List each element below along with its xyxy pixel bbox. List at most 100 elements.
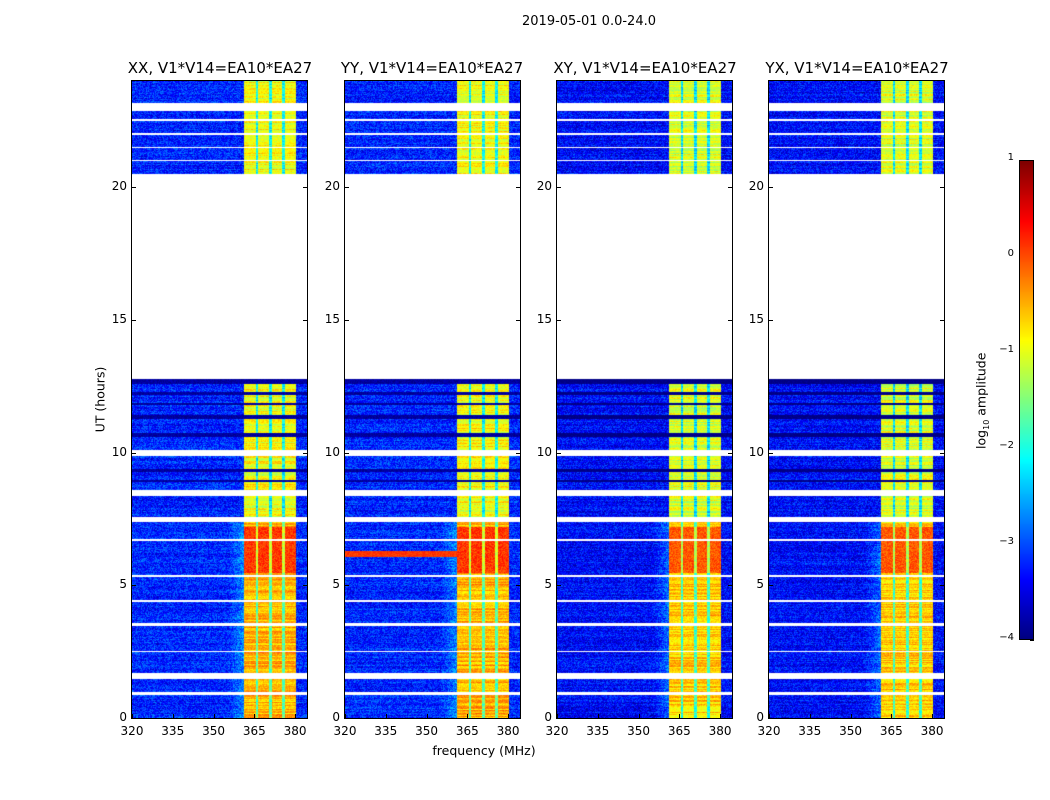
heatmap-panel-xx: [131, 80, 308, 719]
x-tick-mark: [172, 714, 174, 718]
x-tick-mark: [557, 714, 558, 718]
y-tick-label: 10: [748, 444, 764, 459]
y-tick-mark: [132, 319, 136, 321]
y-tick-mark: [940, 319, 944, 321]
heatmap-canvas-yy: [345, 81, 520, 718]
y-tick-label: 0: [756, 710, 764, 724]
x-tick-mark: [597, 714, 599, 718]
y-tick-mark: [132, 187, 136, 189]
y-tick-mark: [728, 452, 732, 454]
y-tick-mark: [728, 585, 732, 587]
y-tick-mark: [940, 187, 944, 189]
y-tick-mark: [303, 187, 307, 189]
colorbar: [1019, 160, 1034, 640]
x-tick-label: 320: [120, 724, 144, 738]
x-tick-mark: [426, 714, 428, 718]
colorbar-tick-label: −4: [999, 632, 1014, 643]
x-tick-mark: [213, 714, 215, 718]
y-tick-mark: [132, 452, 136, 454]
y-tick-mark: [728, 187, 732, 189]
y-tick-mark: [303, 319, 307, 321]
x-tick-label: 380: [496, 724, 520, 738]
x-tick-mark: [385, 714, 387, 718]
y-tick-label: 20: [324, 179, 340, 194]
y-tick-label: 15: [536, 311, 552, 326]
y-tick-label: 0: [544, 710, 552, 724]
x-tick-mark: [254, 714, 256, 718]
y-tick-mark: [516, 585, 520, 587]
y-tick-mark: [516, 187, 520, 189]
x-tick-label: 365: [242, 724, 266, 738]
x-tick-label: 320: [545, 724, 569, 738]
x-tick-label: 380: [283, 724, 307, 738]
y-tick-mark: [516, 452, 520, 454]
y-tick-mark: [769, 319, 773, 321]
y-tick-mark: [769, 718, 773, 719]
y-tick-label: 15: [324, 311, 340, 326]
x-tick-mark: [638, 714, 640, 718]
x-tick-label: 335: [798, 724, 822, 738]
x-tick-label: 335: [586, 724, 610, 738]
heatmap-panel-xy: [556, 80, 733, 719]
y-tick-mark: [345, 585, 349, 587]
y-tick-label: 0: [119, 710, 127, 724]
colorbar-tick-label: −2: [999, 440, 1014, 451]
y-tick-mark: [345, 452, 349, 454]
colorbar-tick-label: 0: [1007, 248, 1014, 259]
y-tick-mark: [345, 718, 349, 719]
x-tick-label: 350: [839, 724, 862, 738]
x-tick-label: 350: [415, 724, 438, 738]
panel-title-xx: XX, V1*V14=EA10*EA27: [127, 59, 313, 77]
x-tick-mark: [720, 714, 722, 718]
figure-title: 2019-05-01 0.0-24.0: [522, 14, 656, 29]
y-tick-mark: [728, 319, 732, 321]
x-tick-mark: [850, 714, 852, 718]
panel-title-yx: YX, V1*V14=EA10*EA27: [765, 59, 949, 77]
x-tick-label: 365: [879, 724, 903, 738]
x-tick-label: 350: [627, 724, 650, 738]
x-tick-label: 380: [708, 724, 732, 738]
y-tick-label: 0: [332, 710, 340, 724]
x-tick-mark: [809, 714, 811, 718]
x-tick-label: 365: [667, 724, 691, 738]
y-tick-mark: [345, 319, 349, 321]
y-tick-mark: [769, 452, 773, 454]
y-tick-mark: [940, 585, 944, 587]
x-tick-mark: [508, 714, 510, 718]
colorbar-label-rest: amplitude: [973, 352, 989, 420]
y-tick-mark: [516, 319, 520, 321]
heatmap-panel-yy: [344, 80, 521, 719]
panel-title-xy: XY, V1*V14=EA10*EA27: [553, 59, 737, 77]
heatmap-panel-yx: [768, 80, 945, 719]
y-tick-mark: [132, 718, 136, 719]
y-tick-label: 20: [536, 179, 552, 194]
y-tick-mark: [557, 187, 561, 189]
x-tick-mark: [891, 714, 893, 718]
heatmap-canvas-xy: [557, 81, 732, 718]
y-tick-mark: [769, 585, 773, 587]
heatmap-canvas-yx: [769, 81, 944, 718]
x-tick-mark: [932, 714, 934, 718]
y-tick-mark: [557, 585, 561, 587]
x-tick-mark: [467, 714, 469, 718]
y-tick-label: 5: [544, 577, 552, 592]
x-tick-mark: [679, 714, 681, 718]
y-tick-mark: [516, 718, 520, 719]
x-tick-label: 335: [161, 724, 185, 738]
y-tick-label: 5: [332, 577, 340, 592]
colorbar-tick-label: −1: [999, 344, 1014, 355]
y-tick-mark: [940, 718, 944, 719]
y-tick-mark: [345, 187, 349, 189]
x-tick-mark: [769, 714, 770, 718]
y-tick-mark: [557, 718, 561, 719]
colorbar-tick-mark: [1030, 640, 1034, 641]
x-axis-label: frequency (MHz): [432, 743, 536, 758]
x-tick-label: 350: [202, 724, 225, 738]
y-tick-mark: [728, 718, 732, 719]
y-tick-mark: [132, 585, 136, 587]
y-tick-label: 10: [111, 444, 127, 459]
colorbar-tick-label: −3: [999, 536, 1014, 547]
y-tick-mark: [303, 718, 307, 719]
y-tick-label: 10: [536, 444, 552, 459]
